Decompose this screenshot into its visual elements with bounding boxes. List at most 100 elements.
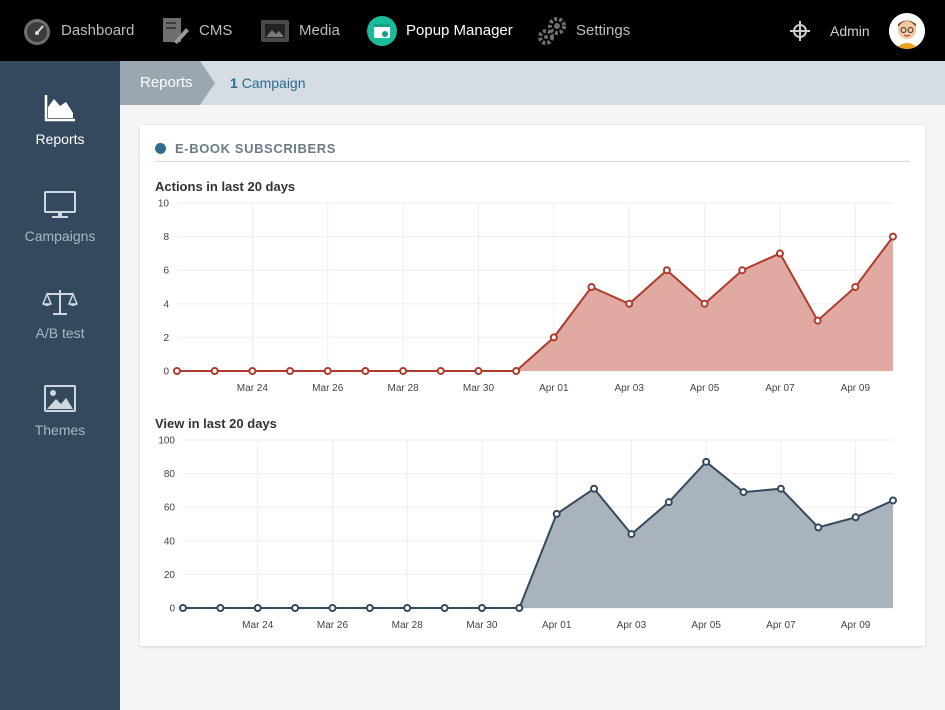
actions-area [177,236,893,371]
monitor-icon [44,191,76,218]
sidebar-item-ab-test[interactable]: A/B test [0,287,120,341]
views-area [183,461,893,608]
views-data-point[interactable] [590,484,599,493]
nav-media-label: Media [299,22,340,39]
actions-data-point[interactable] [399,367,408,375]
actions-data-point[interactable] [210,367,219,375]
actions-data-point[interactable] [323,367,332,375]
sidebar-item-themes[interactable]: Themes [0,384,120,438]
views-x-tick-label: Apr 03 [617,620,647,631]
actions-data-point[interactable] [889,232,897,241]
actions-data-point[interactable] [738,266,747,275]
actions-y-tick-label: 4 [163,299,169,310]
sidebar: Reports Campaigns A/B test Themes [0,61,120,710]
views-x-tick-label: Apr 01 [542,620,572,631]
actions-data-point[interactable] [512,367,521,375]
views-data-point[interactable] [702,457,711,466]
actions-y-tick-label: 0 [163,367,169,378]
sidebar-item-label: Reports [35,131,85,147]
actions-data-point[interactable] [361,367,370,375]
views-x-tick-label: Apr 07 [766,620,796,631]
actions-data-point[interactable] [286,367,295,375]
actions-y-tick-label: 2 [163,333,169,344]
image-icon [44,385,76,412]
crosshair-icon [790,20,810,41]
top-navigation-bar: Dashboard CMS Media Popup Manager Settin… [0,0,945,61]
actions-data-point[interactable] [436,367,445,375]
views-data-point[interactable] [179,604,187,612]
views-y-tick-label: 80 [164,469,176,480]
views-x-tick-label: Mar 28 [392,620,424,631]
views-data-point[interactable] [477,604,486,612]
nav-cms[interactable]: CMS [160,0,232,61]
sidebar-item-label: Campaigns [24,228,96,244]
views-data-point[interactable] [776,484,785,493]
avatar[interactable] [889,13,925,49]
actions-x-tick-label: Apr 01 [539,383,569,394]
actions-data-point[interactable] [851,283,860,291]
views-data-point[interactable] [814,523,823,532]
actions-data-point[interactable] [549,333,558,342]
views-data-point[interactable] [403,604,412,612]
popup-manager-icon [367,15,397,46]
views-data-point[interactable] [739,488,748,497]
actions-data-point[interactable] [813,316,822,325]
breadcrumb-current[interactable]: 1 Campaign [230,61,306,105]
actions-data-point[interactable] [700,299,709,308]
actions-data-point[interactable] [775,249,784,258]
balance-scale-icon [42,290,78,315]
admin-menu[interactable]: Admin [790,0,870,61]
actions-x-tick-label: Apr 05 [690,383,720,394]
card-header: E-BOOK SUBSCRIBERS [155,135,910,162]
actions-data-point[interactable] [625,299,634,308]
sidebar-item-label: Themes [34,422,86,438]
sidebar-item-label: A/B test [35,325,85,341]
views-x-tick-label: Mar 26 [317,620,349,631]
views-data-point[interactable] [664,498,673,507]
views-y-tick-label: 40 [164,536,176,547]
views-data-point[interactable] [515,604,524,612]
actions-data-point[interactable] [173,367,181,375]
views-chart: 0 20 40 60 80 100 Mar 24 Mar 26 Mar 28 Mar 30 Apr … [158,436,897,631]
card-title: E-BOOK SUBSCRIBERS [175,140,337,156]
views-data-point[interactable] [627,530,636,539]
views-y-tick-label: 20 [164,570,176,581]
views-data-point[interactable] [365,604,374,612]
views-x-tick-label: Mar 30 [466,620,498,631]
actions-x-tick-label: Mar 26 [312,383,344,394]
views-data-point[interactable] [552,509,561,518]
views-data-point[interactable] [851,513,860,522]
nav-popup-manager-label: Popup Manager [406,22,513,39]
nav-dashboard-label: Dashboard [61,22,135,39]
views-data-point[interactable] [328,604,337,612]
cms-icon [160,16,190,46]
speedometer-icon [22,16,52,46]
sidebar-item-reports[interactable]: Reports [0,93,120,147]
actions-chart-title: Actions in last 20 days [155,179,296,194]
admin-label: Admin [830,22,870,39]
nav-media[interactable]: Media [260,0,340,61]
views-data-point[interactable] [291,604,300,612]
nav-cms-label: CMS [199,22,233,39]
views-y-tick-label: 0 [169,604,175,615]
views-chart-title: View in last 20 days [155,416,277,431]
actions-data-point[interactable] [662,266,671,275]
actions-chart: 0 2 4 6 8 10 Mar 24 Mar 26 Mar 28 Mar 30 Apr 01 Apr… [158,199,897,394]
breadcrumb-current-label: Campaign [241,75,306,91]
actions-data-point[interactable] [474,367,483,375]
views-data-point[interactable] [253,604,262,612]
nav-dashboard[interactable]: Dashboard [22,0,134,61]
nav-popup-manager[interactable]: Popup Manager [367,0,513,61]
actions-x-tick-label: Mar 24 [237,383,269,394]
actions-data-point[interactable] [248,367,257,375]
views-data-point[interactable] [216,604,225,612]
breadcrumb-reports[interactable]: Reports [120,61,200,105]
actions-y-tick-label: 6 [163,266,169,277]
actions-data-point[interactable] [587,283,596,291]
views-data-point[interactable] [440,604,449,612]
views-x-tick-label: Apr 09 [841,620,871,631]
views-data-point[interactable] [889,496,897,505]
nav-settings[interactable]: Settings [537,0,630,61]
sidebar-item-campaigns[interactable]: Campaigns [0,190,120,244]
views-y-tick-label: 100 [158,436,175,447]
